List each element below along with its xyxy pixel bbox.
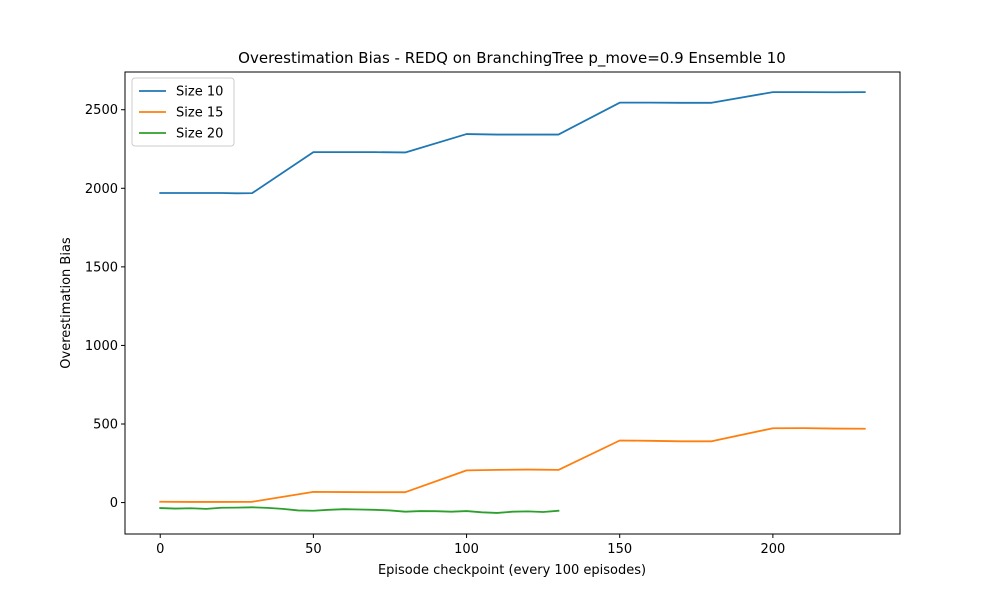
chart-title: Overestimation Bias - REDQ on BranchingT…: [238, 49, 786, 68]
x-tick-label: 200: [760, 542, 785, 557]
plot-frame: [124, 71, 901, 535]
series-layer: [159, 91, 866, 514]
x-axis-title: Episode checkpoint (every 100 episodes): [378, 563, 646, 578]
legend-label: Size 10: [176, 85, 223, 100]
y-axis-title: Overestimation Bias: [59, 237, 74, 369]
legend-label: Size 20: [176, 127, 223, 142]
y-tick-label: 500: [93, 418, 118, 433]
series-line-1: [159, 91, 866, 195]
x-tick-label: 150: [607, 542, 632, 557]
x-tick-label: 0: [156, 542, 164, 557]
y-tick-label: 0: [110, 496, 118, 511]
legend-label: Size 15: [176, 106, 223, 121]
y-tick-label: 1000: [85, 339, 118, 354]
x-tick-label: 50: [305, 542, 322, 557]
y-axis: 0 500 1000 1500 2000 2500: [85, 103, 125, 511]
legend-box: [131, 77, 235, 147]
series-line-3: [159, 506, 560, 514]
y-tick-label: 1500: [85, 260, 118, 275]
x-axis: 0 50 100 150 200: [156, 534, 785, 557]
x-tick-label: 100: [454, 542, 479, 557]
y-tick-label: 2000: [85, 182, 118, 197]
y-tick-label: 2500: [85, 103, 118, 118]
series-line-2: [159, 427, 866, 503]
legend: Size 10 Size 15 Size 20: [131, 77, 235, 147]
